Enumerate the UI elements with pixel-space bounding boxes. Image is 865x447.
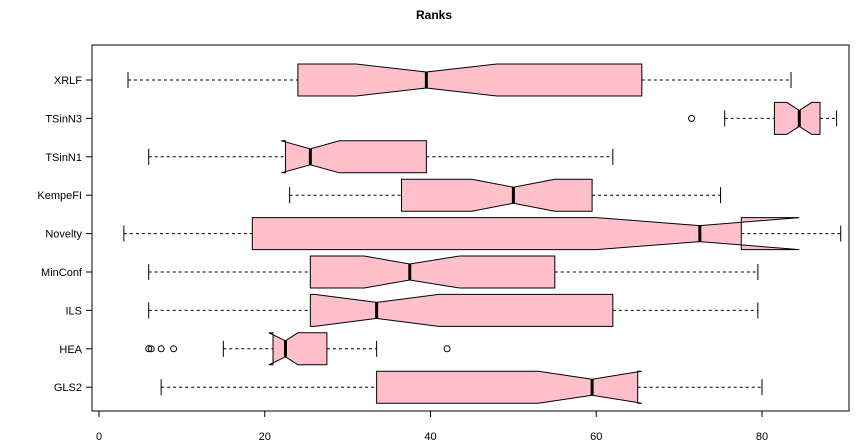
- category-label: HEA: [59, 344, 82, 356]
- box-minconf: MinConf: [41, 255, 759, 289]
- box-ils: ILS: [65, 293, 759, 327]
- box-novelty: Novelty: [45, 217, 842, 251]
- notched-box: [400, 178, 593, 212]
- notched-box: [376, 370, 642, 404]
- notched-box: [309, 293, 614, 327]
- notched-box: [281, 140, 427, 174]
- box-hea: HEA: [59, 332, 451, 366]
- box-tsinn1: TSinN1: [45, 140, 614, 174]
- category-label: GLS2: [54, 382, 82, 394]
- category-label: Novelty: [45, 229, 82, 241]
- x-axis: 0 20 40 60 80: [96, 410, 768, 443]
- category-label: MinConf: [41, 267, 83, 279]
- outlier-point: [170, 345, 178, 353]
- notched-box: [297, 63, 643, 97]
- x-tick-label: 40: [424, 431, 436, 443]
- box-tsinn3: TSinN3: [45, 101, 838, 135]
- notched-box: [773, 101, 821, 135]
- category-label: ILS: [65, 305, 82, 317]
- x-tick-label: 0: [96, 431, 102, 443]
- box-gls2: GLS2: [54, 370, 763, 404]
- outlier-point: [157, 345, 165, 353]
- category-label: TSinN1: [45, 152, 82, 164]
- box-kempefi: KempeFI: [37, 178, 722, 212]
- x-tick-label: 80: [756, 431, 768, 443]
- category-label: XRLF: [54, 75, 82, 87]
- outlier-point: [145, 345, 153, 353]
- chart-title: Ranks: [416, 8, 452, 22]
- category-label: KempeFI: [37, 190, 82, 202]
- outlier-point: [688, 114, 696, 122]
- outlier-point: [443, 345, 451, 353]
- box-xrlf: XRLF: [54, 63, 792, 97]
- notched-box: [251, 217, 800, 251]
- x-tick-label: 20: [259, 431, 271, 443]
- box-series: XRLF TSinN3 TSinN1 KempeFI Novelty MinConf ILS…: [37, 63, 842, 404]
- notched-box: [268, 332, 328, 366]
- category-label: TSinN3: [45, 113, 82, 125]
- x-tick-label: 60: [590, 431, 602, 443]
- outlier-point: [147, 345, 155, 353]
- notched-box: [309, 255, 556, 289]
